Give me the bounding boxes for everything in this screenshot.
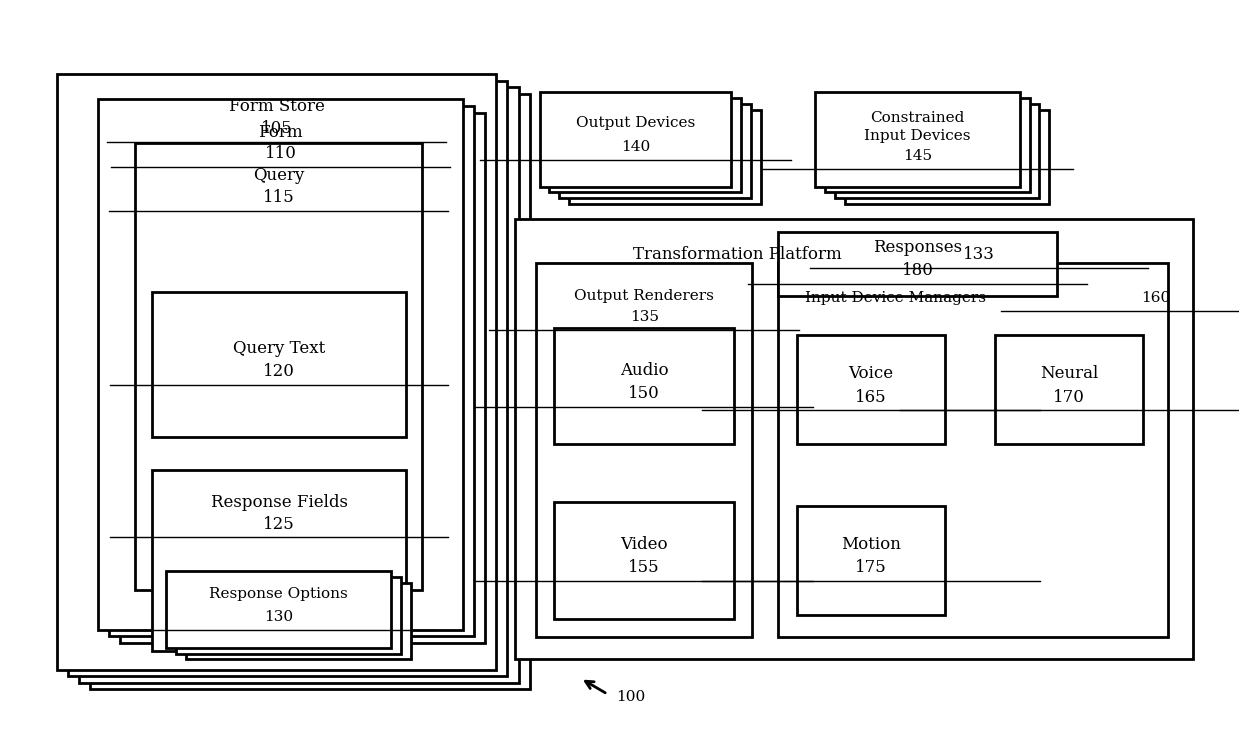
Text: 170: 170 <box>1053 389 1085 405</box>
Text: Query Text: Query Text <box>233 340 325 357</box>
Bar <box>836 104 1039 198</box>
Bar <box>826 98 1029 192</box>
Bar <box>57 74 496 669</box>
Text: 100: 100 <box>616 690 646 704</box>
Text: Motion: Motion <box>841 536 901 553</box>
Text: 145: 145 <box>903 149 932 163</box>
Bar <box>135 143 422 590</box>
Text: 125: 125 <box>263 516 295 533</box>
Text: Form Store: Form Store <box>228 98 325 115</box>
Bar <box>539 92 732 187</box>
Text: 150: 150 <box>629 385 660 402</box>
Text: 110: 110 <box>264 145 296 163</box>
Text: 130: 130 <box>264 610 293 624</box>
Text: Output Devices: Output Devices <box>575 117 696 130</box>
Text: Constrained: Constrained <box>870 111 965 125</box>
Bar <box>569 109 761 204</box>
Text: Input Device Managers: Input Device Managers <box>806 291 986 305</box>
Bar <box>549 98 742 192</box>
Bar <box>153 292 405 437</box>
Bar <box>536 263 753 637</box>
Bar <box>846 109 1049 204</box>
Bar <box>120 112 485 643</box>
Text: Transformation Platform: Transformation Platform <box>634 246 842 262</box>
Text: Responses: Responses <box>873 239 962 256</box>
Text: Input Devices: Input Devices <box>864 129 971 143</box>
Text: 160: 160 <box>1141 291 1171 305</box>
Bar <box>994 335 1143 445</box>
Bar <box>779 232 1056 295</box>
Text: 105: 105 <box>260 120 293 137</box>
Text: 140: 140 <box>621 140 650 154</box>
Bar <box>176 577 401 653</box>
Bar <box>559 104 751 198</box>
Bar <box>68 80 507 676</box>
Text: Query: Query <box>253 167 304 184</box>
Bar <box>554 328 734 445</box>
Text: Response Fields: Response Fields <box>211 494 347 511</box>
Bar <box>79 87 518 682</box>
Bar <box>816 92 1019 187</box>
Text: Form: Form <box>258 124 303 141</box>
Text: Response Options: Response Options <box>210 587 348 601</box>
Text: 180: 180 <box>901 262 934 279</box>
Bar <box>554 502 734 619</box>
Bar <box>98 99 463 630</box>
Text: 175: 175 <box>856 559 887 577</box>
Bar <box>779 263 1168 637</box>
Bar <box>153 469 405 651</box>
Bar <box>109 106 474 636</box>
Text: 133: 133 <box>962 246 994 262</box>
Bar <box>166 572 391 648</box>
Text: 135: 135 <box>630 311 658 324</box>
Text: 115: 115 <box>263 189 294 206</box>
Text: Video: Video <box>620 536 668 553</box>
Bar <box>797 335 945 445</box>
Text: Voice: Voice <box>848 365 894 383</box>
Text: 165: 165 <box>856 389 887 405</box>
Bar <box>515 219 1193 658</box>
Bar <box>186 583 410 659</box>
Text: Neural: Neural <box>1040 365 1099 383</box>
Bar <box>91 93 529 689</box>
Bar <box>797 506 945 615</box>
Text: Audio: Audio <box>620 362 668 379</box>
Text: 120: 120 <box>263 363 295 381</box>
Text: Output Renderers: Output Renderers <box>574 289 714 303</box>
Text: 155: 155 <box>629 559 660 577</box>
